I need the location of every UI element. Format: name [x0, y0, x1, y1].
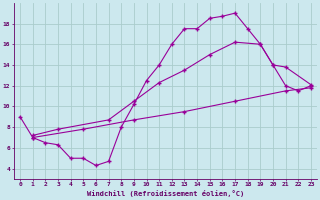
- X-axis label: Windchill (Refroidissement éolien,°C): Windchill (Refroidissement éolien,°C): [87, 190, 244, 197]
